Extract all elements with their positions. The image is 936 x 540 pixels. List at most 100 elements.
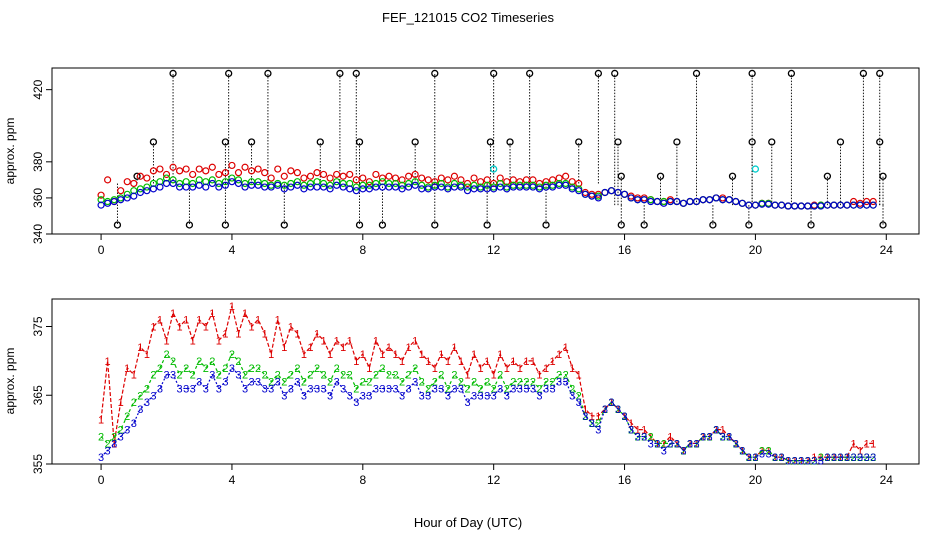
series-1-marker: 1 (759, 445, 765, 457)
top-series-3-point (732, 197, 740, 206)
top-series-2-point (470, 181, 478, 189)
series-1-marker: 1 (654, 438, 660, 450)
top-series-3-point (699, 196, 707, 204)
bot-y-tick-label: 365 (31, 385, 45, 405)
series-3-marker: 3 (602, 404, 608, 416)
top-series-3-point (496, 183, 504, 191)
series-1-marker: 1 (163, 335, 169, 347)
series-1-marker: 1 (216, 335, 222, 347)
top-series-2-point (208, 176, 216, 184)
series-2-marker: 2 (183, 363, 189, 375)
series-2-marker: 2 (294, 363, 300, 375)
top-series-1-point (123, 178, 131, 186)
series-1-marker: 1 (491, 370, 497, 382)
top-series-3-point (503, 185, 511, 193)
series-3-marker: 3 (196, 377, 202, 389)
series-3-marker: 3 (569, 390, 575, 402)
series-1-marker: 1 (693, 438, 699, 450)
top-series-2-point (365, 181, 373, 189)
series-1-marker: 1 (288, 322, 294, 334)
outlier-marker (352, 69, 360, 78)
series-1-marker: 1 (471, 349, 477, 361)
series-2-marker: 2 (392, 370, 398, 382)
series-1-marker: 1 (628, 418, 634, 430)
series-3-marker: 3 (464, 397, 470, 409)
top-series-2-point (254, 178, 262, 186)
outlier-marker (611, 69, 619, 78)
series-3-marker: 3 (864, 452, 870, 464)
top-y-tick-label: 420 (31, 79, 45, 99)
bot-y-tick-label: 375 (31, 316, 45, 336)
series-1-marker: 1 (707, 432, 713, 444)
series-1-marker: 1 (576, 370, 582, 382)
top-series-2-point (496, 179, 504, 188)
series-3-marker: 3 (334, 377, 340, 389)
top-series-1-point (463, 179, 472, 188)
top-series-3-point (195, 181, 203, 189)
top-series-2-point (306, 179, 315, 188)
top-series-1-point (287, 167, 295, 175)
series-2-marker: 2 (242, 370, 248, 382)
series-1-marker: 1 (255, 315, 261, 327)
chart-title: FEF_121015 CO2 Timeseries (382, 10, 554, 25)
series-2-marker: 2 (229, 349, 235, 361)
top-series-3-point (385, 183, 393, 191)
series-2-marker: 2 (288, 370, 294, 382)
top-series-1-point (247, 167, 256, 175)
series-2-marker: 2 (759, 445, 765, 457)
top-series-1-point (470, 174, 478, 182)
outlier-marker (745, 221, 753, 229)
outlier-marker (594, 69, 603, 78)
series-1-marker: 1 (779, 452, 785, 464)
series-2-marker: 2 (667, 438, 673, 450)
series-3-marker: 3 (262, 383, 268, 395)
outlier-marker (876, 69, 884, 78)
series-3-marker: 3 (576, 397, 582, 409)
series-1-marker: 1 (353, 356, 359, 368)
series-2-marker: 2 (314, 363, 320, 375)
series-3-marker: 3 (347, 390, 353, 402)
outlier-marker (506, 138, 514, 146)
series-2-marker: 2 (399, 377, 405, 389)
bot-x-tick-label: 20 (749, 473, 763, 487)
series-2-marker: 2 (550, 377, 556, 389)
top-series-3-point (424, 185, 432, 193)
series-2-marker: 2 (831, 452, 837, 464)
series-2-marker: 2 (111, 432, 117, 444)
series-3-marker: 3 (281, 390, 287, 402)
series-2-marker: 2 (353, 383, 359, 395)
outlier-marker (221, 221, 230, 229)
top-series-1-point (385, 172, 393, 180)
series-3-marker: 3 (851, 452, 857, 464)
series-1-marker: 1 (118, 397, 124, 409)
top-series-1-point (306, 172, 315, 180)
top-series-3-point (804, 202, 812, 210)
top-series-3-point (418, 185, 426, 193)
top-series-1-point (104, 176, 112, 184)
top-series-3-point (594, 194, 602, 202)
top-series-3-point (293, 181, 301, 189)
series-3-marker: 3 (726, 432, 732, 444)
series-3-marker: 3 (844, 452, 850, 464)
series-2-marker: 2 (864, 452, 870, 464)
top-series-3-point (398, 185, 406, 193)
top-series-1-point (234, 169, 243, 177)
series-3-marker: 3 (203, 383, 209, 395)
top-series-3-point (130, 192, 138, 200)
series-3-marker: 3 (170, 370, 176, 382)
top-series-3-point (241, 183, 249, 191)
series-2-marker: 2 (765, 445, 771, 457)
top-series-3-point (208, 179, 216, 188)
series-2-marker: 2 (654, 438, 660, 450)
series-1-marker: 1 (478, 363, 484, 375)
series-1-marker: 1 (222, 328, 228, 340)
series-2-marker: 2 (641, 432, 647, 444)
series-3-marker: 3 (497, 383, 503, 395)
series-2-marker: 2 (648, 432, 654, 444)
outlier-marker (876, 138, 884, 146)
series-3-marker: 3 (654, 438, 660, 450)
series-1-marker: 1 (203, 322, 209, 334)
bot-y-tick-label: 355 (31, 454, 45, 474)
series-1-marker: 1 (569, 363, 575, 375)
series-3-marker: 3 (595, 425, 601, 437)
